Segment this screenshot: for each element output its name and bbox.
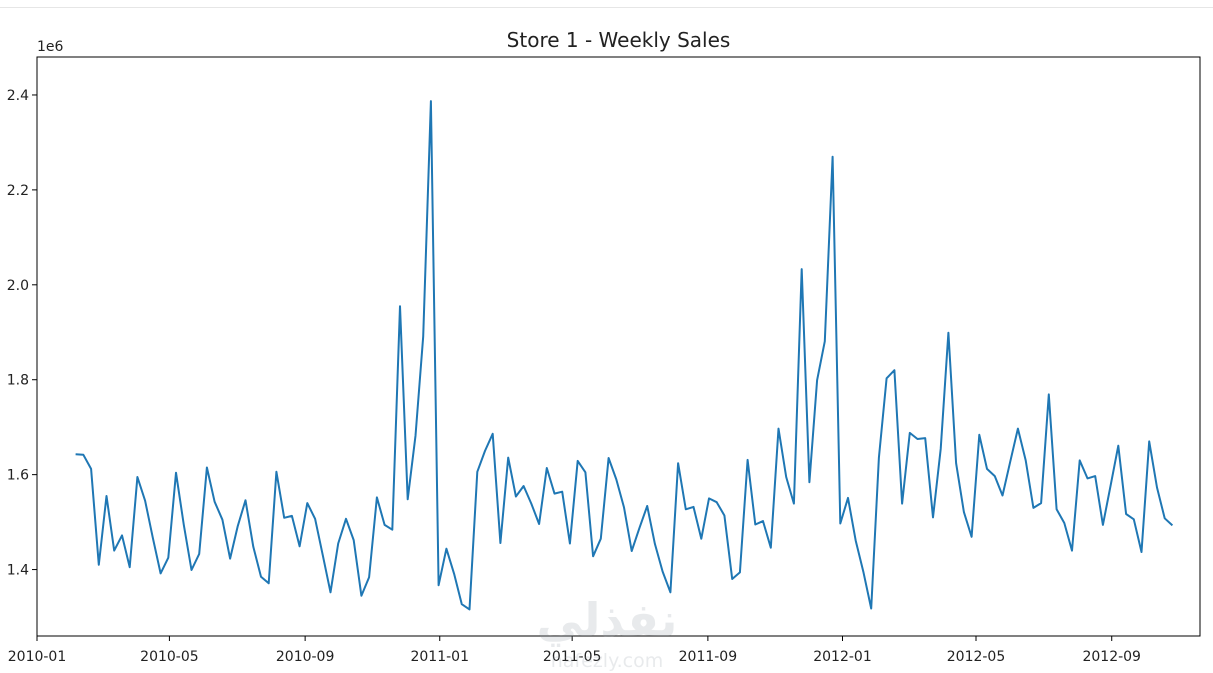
x-tick-label: 2011-01 xyxy=(410,649,469,665)
x-axis: 2010-01 2010-05 2010-09 2011-01 2011-05 2011-… xyxy=(8,636,1141,665)
watermark-logo: نفذلي nafezly.com xyxy=(537,593,678,672)
y-tick-label: 2.0 xyxy=(7,278,29,294)
x-tick-label: 2011-09 xyxy=(679,649,738,665)
y-tick-label: 1.8 xyxy=(7,373,29,389)
chart-title: Store 1 - Weekly Sales xyxy=(507,28,731,52)
x-tick-label: 2010-01 xyxy=(8,649,67,665)
x-tick-label: 2012-01 xyxy=(813,649,872,665)
watermark-text: نفذلي xyxy=(537,593,678,647)
y-tick-label: 1.6 xyxy=(7,468,29,484)
plot-area xyxy=(36,56,1201,637)
top-divider xyxy=(0,7,1213,8)
y-tick-label: 2.2 xyxy=(7,183,29,199)
x-tick-label: 2010-09 xyxy=(276,649,335,665)
watermark-subtext: nafezly.com xyxy=(551,650,663,672)
y-offset-label: 1e6 xyxy=(37,39,64,55)
x-tick-label: 2010-05 xyxy=(140,649,199,665)
x-tick-label: 2012-05 xyxy=(947,649,1006,665)
y-tick-label: 2.4 xyxy=(7,88,29,104)
y-tick-label: 1.4 xyxy=(7,563,29,579)
x-tick-label: 2011-05 xyxy=(543,649,602,665)
x-tick-label: 2012-09 xyxy=(1082,649,1141,665)
axes-frame xyxy=(36,56,1201,637)
y-axis: 1.4 1.6 1.8 2.0 2.2 2.4 xyxy=(7,88,37,579)
series-line-weekly-sales xyxy=(75,100,1174,611)
series-layer xyxy=(75,100,1174,611)
